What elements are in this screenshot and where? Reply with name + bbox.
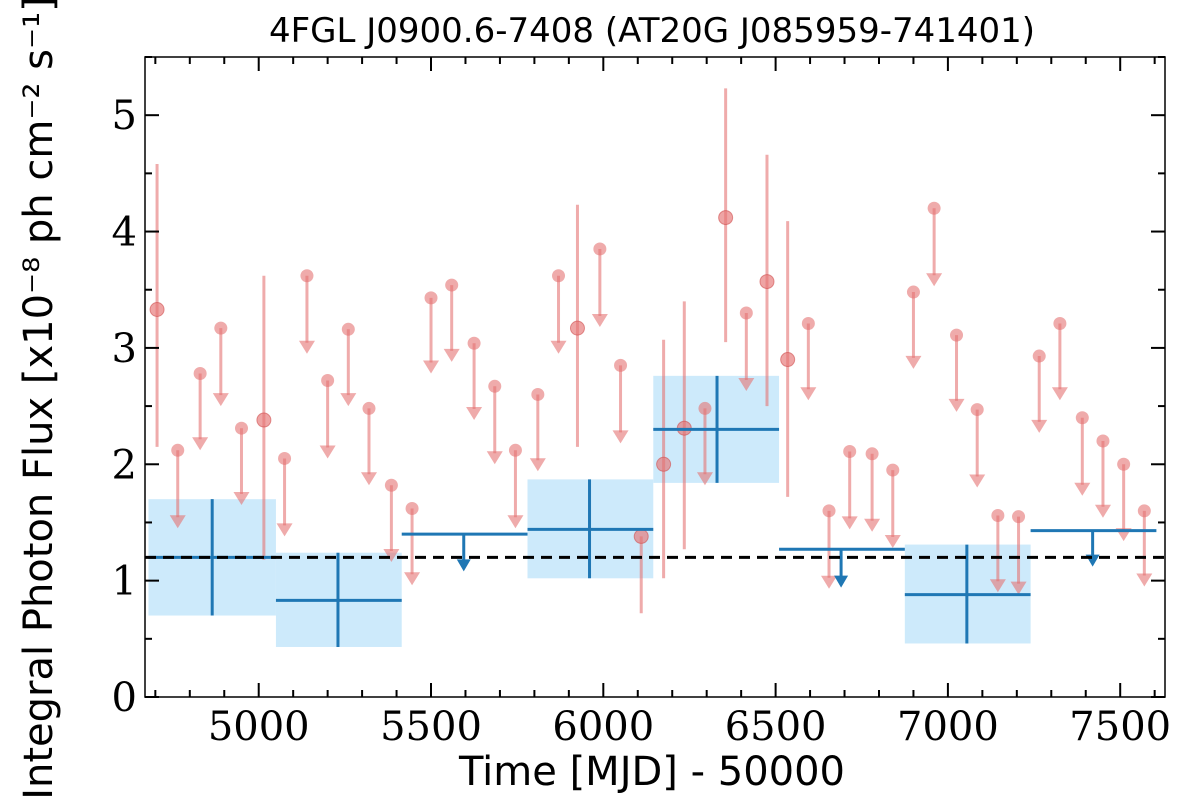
short-bin-ul-arrow-head [591,313,608,327]
y-tick-label: 0 [112,675,137,721]
axes: 5000 5500 6000 6500 7000 7500 0 1 2 3 4 5 [112,56,1171,750]
short-bin-ul-arrow-head [550,340,567,354]
short-bin-ul-arrow-head [905,355,922,369]
short-bin-point [633,528,649,544]
short-bin-ul-arrow-head [800,387,817,401]
short-bin-ul-arrow-head [864,518,881,532]
short-bin-ul-arrow-head [926,273,943,287]
short-bin-ul-arrow-head [696,472,713,486]
chart-title: 4FGL J0900.6-7408 (AT20G J085959-741401) [269,11,1035,51]
short-bin-ul-arrow-head [360,472,377,486]
plot-area [145,88,1165,647]
short-bin-ul-arrow-head [1074,482,1091,496]
short-bin-ul-arrow-head [821,575,838,589]
short-bin-ul-arrow-head [319,445,336,459]
x-tick-label: 6000 [552,704,654,750]
short-bin-point [759,274,775,290]
short-bin-ul-arrow-head [1010,581,1027,595]
long-bin-ul-arrow-head [834,575,849,588]
short-bin-ul-arrow-head [486,451,503,465]
short-bin-ul-arrow-head [212,393,229,407]
y-axis-label: Integral Photon Flux [x10⁻⁸ ph cm⁻² s⁻¹] [16,0,62,800]
short-bin-ul-arrow-head [276,523,293,537]
y-tick-label: 2 [112,442,137,488]
x-axis-label: Time [MJD] - 50000 [458,749,845,795]
x-tick-label: 7500 [1069,704,1171,750]
short-bin-point [569,320,585,336]
y-tick-label: 3 [112,326,137,372]
short-bin-ul-arrow-head [233,492,250,505]
short-bin-ul-arrow-head [738,377,755,391]
short-bin-point [256,412,272,428]
short-bin-ul-arrow-head [423,360,440,374]
short-bin-ul-arrow-head [884,535,901,549]
short-bin-ul-arrow-head [989,579,1006,593]
short-bin-ul-arrow-head [466,407,483,421]
short-bin-ul-arrow-head [1136,573,1153,587]
short-bin-ul-arrow-head [948,398,965,412]
y-tick-label: 1 [112,559,137,605]
x-tick-label: 5000 [208,704,310,750]
x-tick-label: 5500 [380,704,482,750]
short-bin-ul-arrow-head [443,348,460,362]
long-bin-ul-arrow-head [456,559,471,572]
short-bin-point [718,210,734,226]
short-bin-ul-arrow-head [298,340,315,354]
x-tick-label: 6500 [725,704,827,750]
short-bin-point [656,456,672,472]
x-tick-label: 7000 [897,704,999,750]
short-bin-point [149,302,165,318]
short-bin-ul-arrow-head [969,474,986,488]
short-bin-ul-arrow-head [192,437,209,451]
short-bin-ul-arrow-head [529,458,546,472]
short-bin-ul-arrow-head [340,393,357,407]
short-bin-ul-arrow-head [841,516,858,530]
y-tick-label: 5 [112,93,137,139]
y-tick-label: 4 [112,210,137,256]
short-bin-ul-arrow-head [383,549,400,563]
short-bin-point [780,352,796,368]
short-bin-ul-arrow-head [1051,387,1068,401]
short-bin-ul-arrow-head [404,572,421,586]
short-bin-ul-arrow-head [169,515,186,529]
short-bin-ul-arrow-head [612,430,629,444]
short-bin-ul-arrow-head [1031,419,1048,433]
short-bin-ul-arrow-head [507,515,524,529]
plot-frame [144,56,1166,698]
short-bin-ul-arrow-head [1094,504,1111,518]
